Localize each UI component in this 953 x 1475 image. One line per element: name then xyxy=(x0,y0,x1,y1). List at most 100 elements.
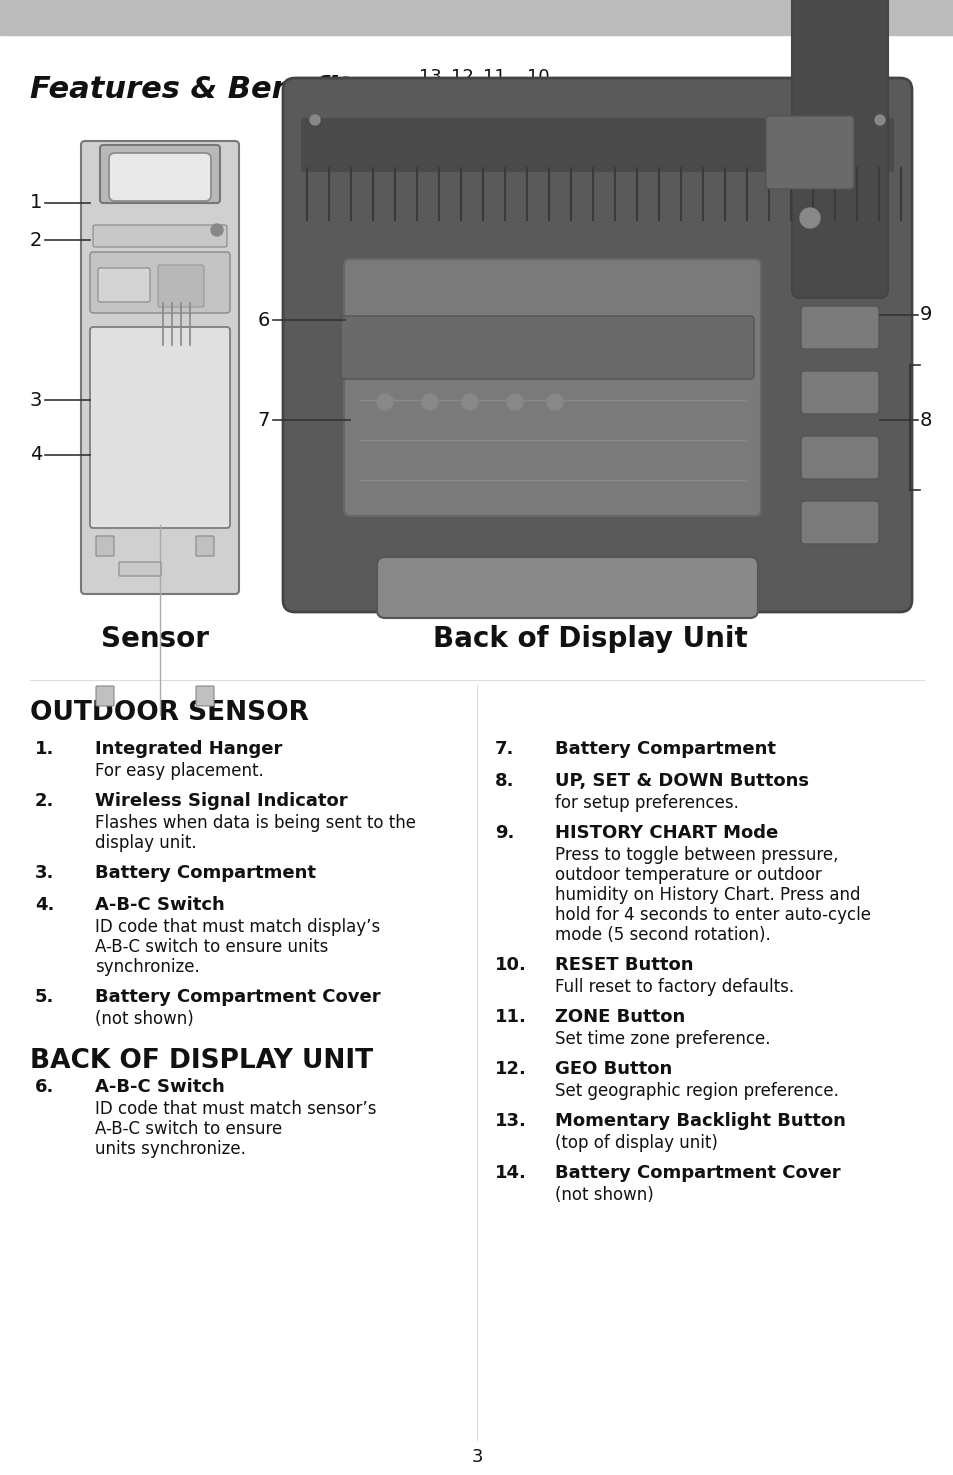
Circle shape xyxy=(376,394,393,410)
Circle shape xyxy=(506,394,522,410)
FancyBboxPatch shape xyxy=(791,0,887,298)
Text: 7.: 7. xyxy=(495,740,514,758)
FancyBboxPatch shape xyxy=(301,118,893,173)
Text: 1.: 1. xyxy=(35,740,54,758)
Text: 12.: 12. xyxy=(495,1061,526,1078)
Text: Integrated Hanger: Integrated Hanger xyxy=(95,740,282,758)
Text: for setup preferences.: for setup preferences. xyxy=(555,794,739,813)
Text: 11.: 11. xyxy=(495,1007,526,1027)
Text: UP, SET & DOWN Buttons: UP, SET & DOWN Buttons xyxy=(555,771,808,791)
Circle shape xyxy=(800,208,820,229)
Text: Wireless Signal Indicator: Wireless Signal Indicator xyxy=(95,792,347,810)
FancyBboxPatch shape xyxy=(801,372,878,414)
Text: Battery Compartment Cover: Battery Compartment Cover xyxy=(555,1164,840,1181)
FancyBboxPatch shape xyxy=(344,260,760,516)
FancyBboxPatch shape xyxy=(119,562,161,577)
Circle shape xyxy=(461,394,477,410)
Text: Back of Display Unit: Back of Display Unit xyxy=(432,625,746,653)
Text: BACK OF DISPLAY UNIT: BACK OF DISPLAY UNIT xyxy=(30,1049,373,1074)
Text: (top of display unit): (top of display unit) xyxy=(555,1134,717,1152)
Circle shape xyxy=(546,394,562,410)
Text: Press to toggle between pressure,: Press to toggle between pressure, xyxy=(555,847,838,864)
FancyBboxPatch shape xyxy=(283,78,911,612)
FancyBboxPatch shape xyxy=(100,145,220,204)
Text: ID code that must match sensor’s: ID code that must match sensor’s xyxy=(95,1100,376,1118)
Text: For easy placement.: For easy placement. xyxy=(95,763,263,780)
Text: 1: 1 xyxy=(30,193,42,212)
Text: Sensor: Sensor xyxy=(101,625,209,653)
FancyBboxPatch shape xyxy=(81,142,239,594)
Text: 13: 13 xyxy=(418,68,441,86)
Text: Battery Compartment: Battery Compartment xyxy=(555,740,775,758)
Text: A-B-C switch to ensure units: A-B-C switch to ensure units xyxy=(95,938,328,956)
Text: 3: 3 xyxy=(30,391,42,410)
FancyBboxPatch shape xyxy=(92,226,227,246)
Text: Flashes when data is being sent to the: Flashes when data is being sent to the xyxy=(95,814,416,832)
Text: 2: 2 xyxy=(30,230,42,249)
FancyBboxPatch shape xyxy=(109,153,211,201)
Text: Battery Compartment: Battery Compartment xyxy=(95,864,315,882)
Text: 4: 4 xyxy=(30,445,42,465)
FancyBboxPatch shape xyxy=(90,252,230,313)
Text: outdoor temperature or outdoor: outdoor temperature or outdoor xyxy=(555,866,821,884)
Text: 12: 12 xyxy=(450,68,473,86)
Text: Features & Benefits: Features & Benefits xyxy=(30,75,370,105)
Text: GEO Button: GEO Button xyxy=(555,1061,672,1078)
Text: Full reset to factory defaults.: Full reset to factory defaults. xyxy=(555,978,793,996)
Text: 8.: 8. xyxy=(495,771,514,791)
Text: 8: 8 xyxy=(919,410,931,429)
Text: Set time zone preference.: Set time zone preference. xyxy=(555,1030,770,1049)
Text: 10: 10 xyxy=(526,68,549,86)
Text: synchronize.: synchronize. xyxy=(95,957,199,976)
FancyBboxPatch shape xyxy=(195,535,213,556)
Text: A-B-C Switch: A-B-C Switch xyxy=(95,895,225,914)
FancyBboxPatch shape xyxy=(340,316,753,379)
FancyBboxPatch shape xyxy=(376,558,758,618)
FancyBboxPatch shape xyxy=(765,117,853,189)
Text: (not shown): (not shown) xyxy=(95,1010,193,1028)
Circle shape xyxy=(310,115,319,125)
Text: OUTDOOR SENSOR: OUTDOOR SENSOR xyxy=(30,701,309,726)
Text: 4.: 4. xyxy=(35,895,54,914)
FancyBboxPatch shape xyxy=(158,266,204,307)
Text: HISTORY CHART Mode: HISTORY CHART Mode xyxy=(555,825,778,842)
Text: Momentary Backlight Button: Momentary Backlight Button xyxy=(555,1112,845,1130)
FancyBboxPatch shape xyxy=(96,686,113,707)
Text: 6.: 6. xyxy=(35,1078,54,1096)
Text: 3.: 3. xyxy=(35,864,54,882)
Text: 14.: 14. xyxy=(495,1164,526,1181)
Text: 6: 6 xyxy=(257,311,270,329)
Text: RESET Button: RESET Button xyxy=(555,956,693,974)
Circle shape xyxy=(874,115,884,125)
Circle shape xyxy=(421,394,437,410)
Text: A-B-C Switch: A-B-C Switch xyxy=(95,1078,225,1096)
FancyBboxPatch shape xyxy=(801,305,878,350)
Text: 11: 11 xyxy=(482,68,505,86)
Circle shape xyxy=(211,224,223,236)
Text: humidity on History Chart. Press and: humidity on History Chart. Press and xyxy=(555,886,860,904)
Text: hold for 4 seconds to enter auto-cycle: hold for 4 seconds to enter auto-cycle xyxy=(555,906,870,923)
Text: display unit.: display unit. xyxy=(95,833,196,853)
Text: 5.: 5. xyxy=(35,988,54,1006)
FancyBboxPatch shape xyxy=(96,535,113,556)
Text: A-B-C switch to ensure: A-B-C switch to ensure xyxy=(95,1120,282,1139)
FancyBboxPatch shape xyxy=(195,686,213,707)
Text: 9: 9 xyxy=(919,305,931,324)
Text: 9.: 9. xyxy=(495,825,514,842)
Text: mode (5 second rotation).: mode (5 second rotation). xyxy=(555,926,770,944)
Text: units synchronize.: units synchronize. xyxy=(95,1140,246,1158)
FancyBboxPatch shape xyxy=(801,437,878,479)
Text: Set geographic region preference.: Set geographic region preference. xyxy=(555,1083,838,1100)
Text: 13.: 13. xyxy=(495,1112,526,1130)
Text: Battery Compartment Cover: Battery Compartment Cover xyxy=(95,988,380,1006)
Bar xyxy=(0,0,953,35)
Text: 10.: 10. xyxy=(495,956,526,974)
Text: 3: 3 xyxy=(471,1448,482,1466)
Text: ID code that must match display’s: ID code that must match display’s xyxy=(95,917,380,937)
FancyBboxPatch shape xyxy=(98,268,150,302)
Text: ZONE Button: ZONE Button xyxy=(555,1007,684,1027)
Text: (not shown): (not shown) xyxy=(555,1186,653,1204)
FancyBboxPatch shape xyxy=(801,502,878,544)
Text: 2.: 2. xyxy=(35,792,54,810)
Text: 7: 7 xyxy=(257,410,270,429)
